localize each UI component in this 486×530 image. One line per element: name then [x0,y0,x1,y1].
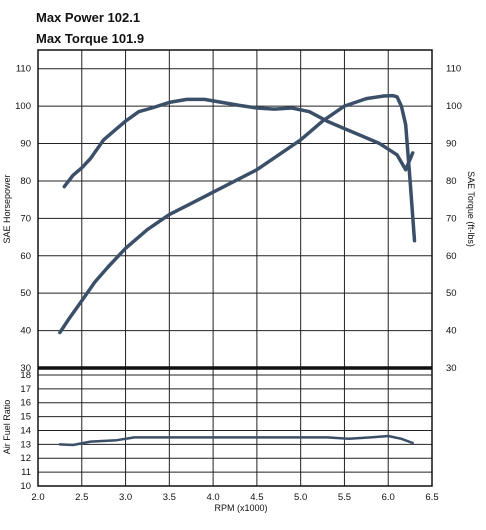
max-torque-label: Max Torque 101.9 [36,31,145,46]
x-tick-label: 4.5 [250,492,263,503]
y-tick-label-left: 30 [20,363,31,374]
x-tick-label: 6.0 [382,492,395,503]
y-tick-label-left: 70 [20,213,31,224]
x-tick-label: 3.5 [163,492,176,503]
y-axis-label-left: SAE Horsepower [2,174,12,243]
afr-axis-label: Air Fuel Ratio [2,400,12,455]
y-tick-label-left: 110 [16,64,31,75]
max-power-label: Max Power 102.1 [36,10,141,25]
y-tick-label-left: 40 [20,326,31,337]
afr-tick-label: 14 [20,425,31,436]
afr-tick-label: 12 [20,453,31,464]
y-tick-label-right: 90 [446,139,457,150]
y-tick-label-right: 100 [446,101,462,112]
y-tick-label-left: 60 [20,251,31,262]
x-tick-label: 2.0 [31,492,44,503]
afr-tick-label: 15 [20,412,31,423]
y-tick-label-right: 60 [446,251,457,262]
x-tick-label: 3.0 [119,492,132,503]
y-tick-label-right: 40 [446,326,457,337]
afr-tick-label: 13 [20,439,31,450]
y-tick-label-left: 100 [15,101,31,112]
afr-tick-label: 10 [20,481,31,492]
y-tick-label-left: 90 [20,139,31,150]
afr-tick-label: 11 [21,467,31,478]
y-tick-label-left: 50 [20,288,31,299]
afr-tick-label: 16 [20,398,31,409]
plot-frame [37,49,433,487]
afr-tick-label: 18 [20,370,31,381]
torque-line [62,97,415,189]
y-axis-label-right: SAE Torque (ft-lbs) [466,171,476,247]
y-tick-label-left: 80 [20,176,31,187]
horsepower-line [58,93,417,335]
y-tick-label-right: 30 [446,363,457,374]
air-fuel-ratio-line [58,434,414,447]
y-tick-label-right: 70 [446,213,457,224]
y-tick-label-right: 50 [446,288,457,299]
afr-tick-label: 17 [20,384,31,395]
x-tick-label: 4.0 [207,492,220,503]
x-tick-label: 5.5 [338,492,351,503]
x-tick-label: 5.0 [294,492,307,503]
x-tick-label: 6.5 [425,492,438,503]
y-tick-label-right: 110 [446,64,461,75]
y-tick-label-right: 80 [446,176,457,187]
x-axis-label: RPM (x1000) [214,503,267,513]
x-tick-label: 2.5 [75,492,88,503]
